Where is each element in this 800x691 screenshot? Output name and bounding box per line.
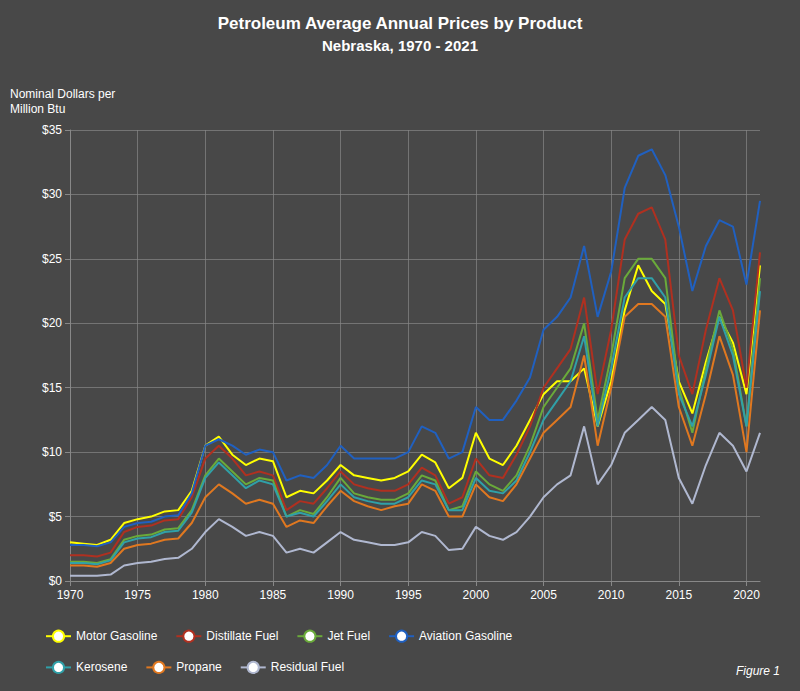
svg-text:Propane: Propane (176, 660, 222, 674)
svg-text:Jet Fuel: Jet Fuel (327, 629, 370, 643)
svg-text:1970: 1970 (57, 588, 84, 602)
svg-text:$5: $5 (49, 510, 63, 524)
svg-text:Kerosene: Kerosene (76, 660, 128, 674)
svg-text:$0: $0 (49, 574, 63, 588)
svg-text:Nominal Dollars per: Nominal Dollars per (10, 87, 115, 101)
svg-text:1985: 1985 (260, 588, 287, 602)
svg-text:2010: 2010 (598, 588, 625, 602)
svg-text:$10: $10 (42, 445, 62, 459)
svg-text:Figure 1: Figure 1 (736, 664, 780, 678)
svg-text:2020: 2020 (733, 588, 760, 602)
svg-text:Residual Fuel: Residual Fuel (271, 660, 344, 674)
svg-text:$15: $15 (42, 381, 62, 395)
svg-text:2005: 2005 (530, 588, 557, 602)
svg-text:$20: $20 (42, 316, 62, 330)
svg-text:2000: 2000 (463, 588, 490, 602)
svg-text:$30: $30 (42, 187, 62, 201)
svg-text:$25: $25 (42, 252, 62, 266)
svg-text:Distillate Fuel: Distillate Fuel (206, 629, 278, 643)
svg-text:Petroleum Average Annual Price: Petroleum Average Annual Prices by Produ… (218, 14, 583, 33)
svg-text:$35: $35 (42, 123, 62, 137)
svg-text:1980: 1980 (192, 588, 219, 602)
svg-text:Aviation Gasoline: Aviation Gasoline (419, 629, 512, 643)
svg-text:Million Btu: Million Btu (10, 102, 65, 116)
svg-text:1990: 1990 (327, 588, 354, 602)
svg-text:Motor Gasoline: Motor Gasoline (76, 629, 158, 643)
svg-text:Nebraska, 1970 - 2021: Nebraska, 1970 - 2021 (322, 37, 478, 54)
svg-text:1975: 1975 (124, 588, 151, 602)
svg-text:2015: 2015 (665, 588, 692, 602)
svg-text:1995: 1995 (395, 588, 422, 602)
